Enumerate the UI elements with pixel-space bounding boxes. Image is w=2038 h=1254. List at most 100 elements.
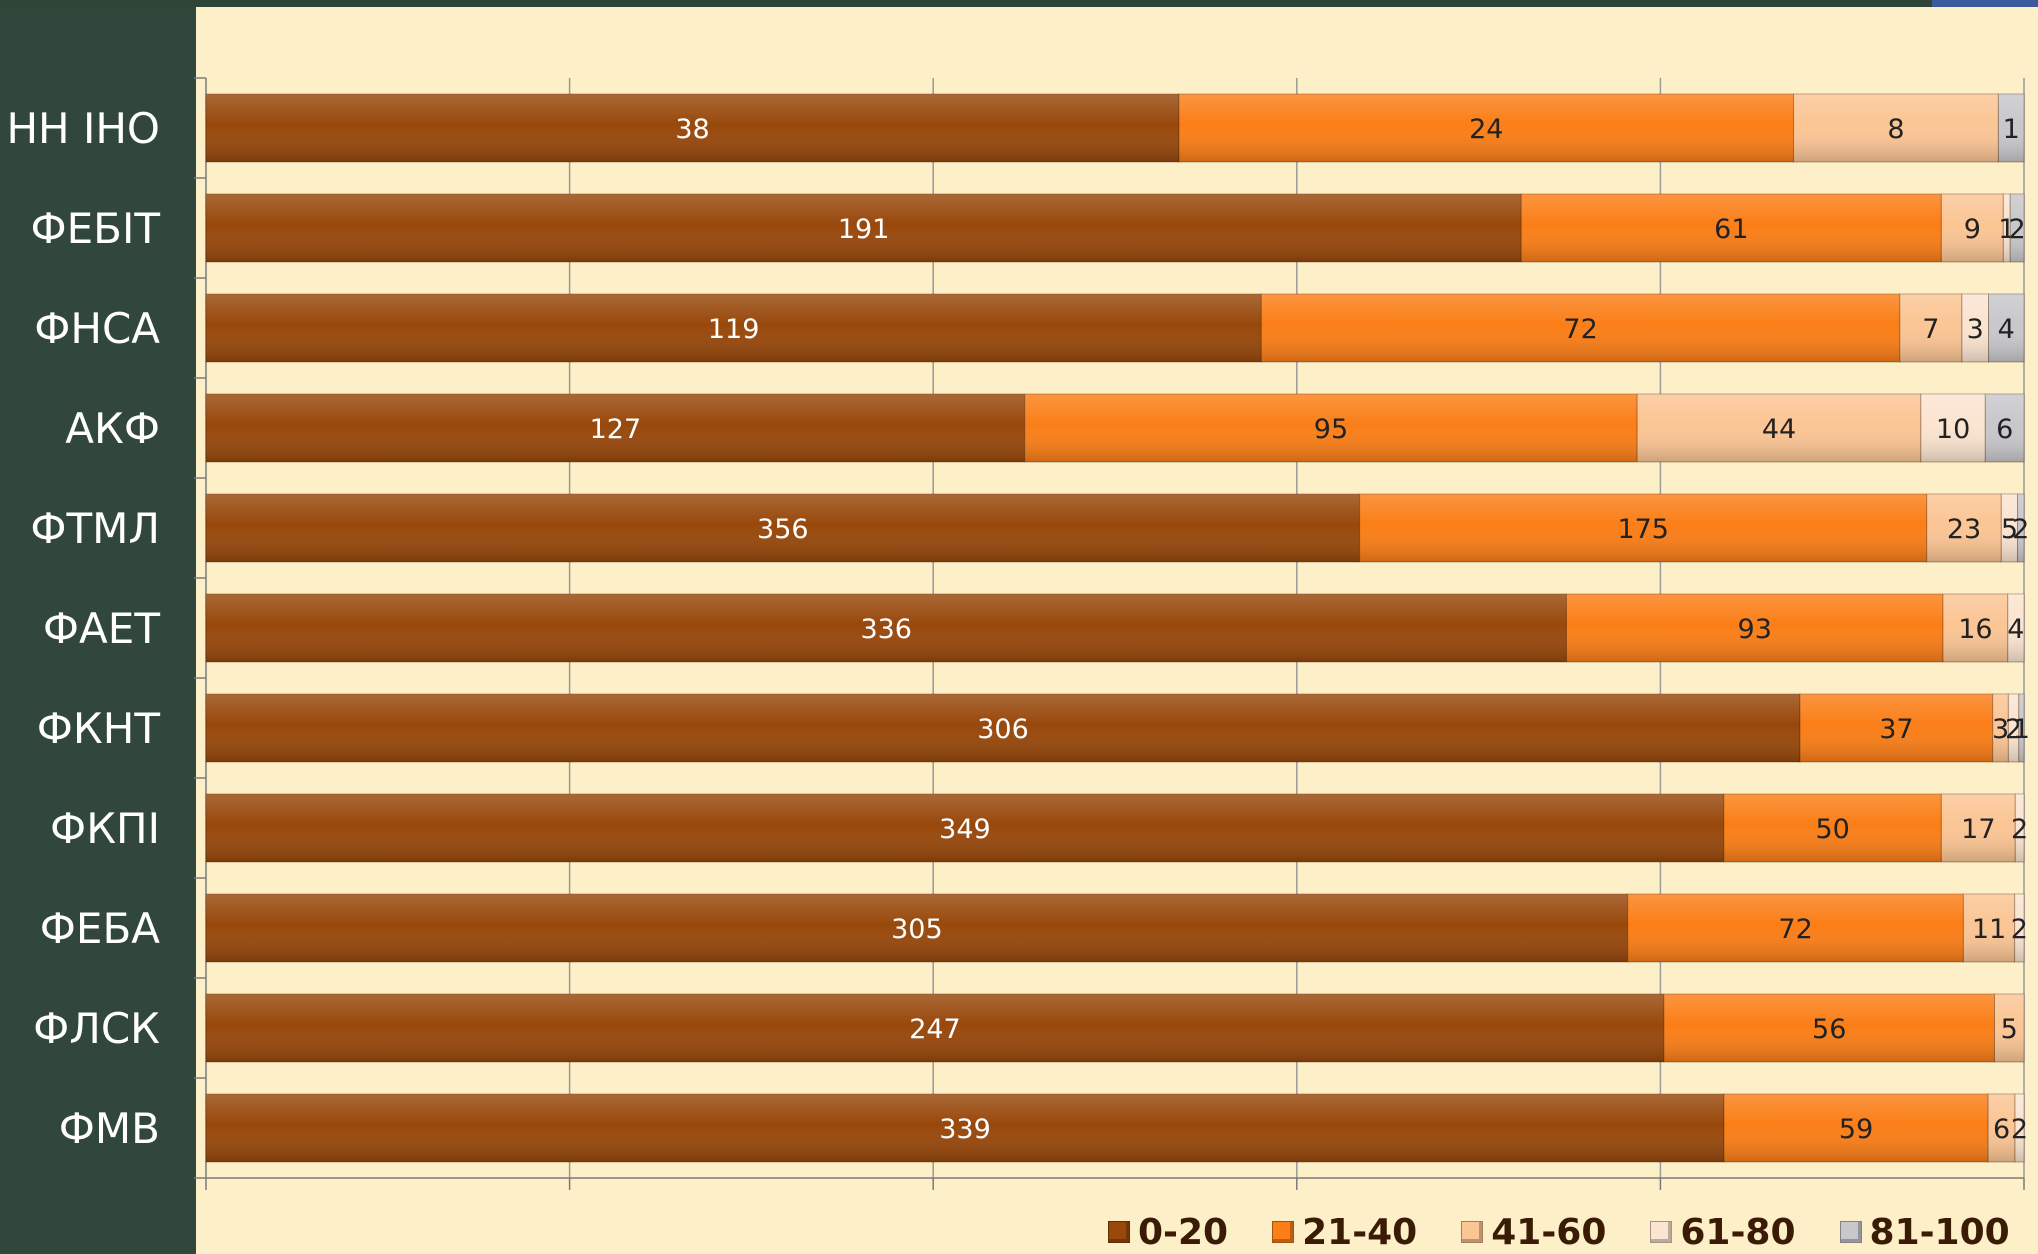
- bar-shade: [1961, 294, 1989, 362]
- category-label: ФМВ: [59, 1104, 160, 1153]
- category-label: ФЕБІТ: [30, 204, 160, 253]
- category-label: ФКНТ: [37, 704, 161, 753]
- data-label: 2: [2011, 1114, 2028, 1145]
- legend-label: 0-20: [1138, 1211, 1229, 1253]
- category-label: ФНСА: [34, 304, 160, 353]
- bar-shade: [206, 994, 1664, 1062]
- data-label: 2: [2011, 914, 2028, 945]
- bar-shade: [2001, 494, 2018, 562]
- bar-shade: [206, 594, 1567, 662]
- bar-shade: [1899, 294, 1962, 362]
- bar-shade: [1943, 594, 2008, 662]
- data-label: 10: [1936, 414, 1970, 445]
- data-label: 247: [909, 1014, 961, 1045]
- legend-label: 41-60: [1491, 1211, 1607, 1253]
- category-label: НН ІНО: [6, 104, 160, 153]
- bar-shade: [1179, 94, 1794, 162]
- legend-swatch: [1272, 1221, 1295, 1243]
- bar-shade: [1988, 294, 2024, 362]
- legend: 0-20 21-40 41-60 61-80 81-100: [1108, 1212, 2010, 1253]
- category-labels: НН ІНО ФЕБІТ ФНСА АКФ ФТМЛ ФАЕТ ФКНТ ФКПІ ФЕБА ФЛ…: [6, 104, 160, 1153]
- top-bar: [0, 0, 2038, 7]
- data-label: 7: [1922, 314, 1939, 345]
- data-label: 3: [1992, 714, 2009, 745]
- data-label: 339: [939, 1114, 991, 1145]
- data-label: 305: [891, 914, 943, 945]
- data-label: 5: [2001, 514, 2018, 545]
- bar-shade: [1800, 694, 1993, 762]
- legend-item: 21-40: [1272, 1212, 1417, 1253]
- left-panel: [0, 0, 196, 1254]
- bar-shade: [2017, 494, 2024, 562]
- legend-item: 81-100: [1839, 1212, 2010, 1253]
- corner-mark: [1932, 0, 2038, 10]
- bar-shade: [1793, 94, 1999, 162]
- bar-shade: [1723, 1094, 1989, 1162]
- category-label: ФАЕТ: [43, 604, 160, 653]
- data-label: 4: [1998, 314, 2015, 345]
- legend-swatch: [1839, 1221, 1862, 1243]
- bar-shade: [1941, 194, 2004, 262]
- bar-shade: [1024, 394, 1638, 462]
- legend-swatch: [1650, 1221, 1673, 1243]
- data-label: 8: [1887, 114, 1904, 145]
- data-label: 2: [2005, 714, 2022, 745]
- data-label: 16: [1958, 614, 1992, 645]
- bar-shade: [2010, 194, 2024, 262]
- data-label: 44: [1762, 414, 1796, 445]
- legend-label: 21-40: [1302, 1211, 1418, 1253]
- data-label: 11: [1972, 914, 2006, 945]
- data-label: 50: [1815, 814, 1849, 845]
- bar-shade: [206, 394, 1025, 462]
- category-label: ФЛСК: [33, 1004, 160, 1053]
- bar-shade: [1963, 894, 2015, 962]
- bar-shade: [206, 294, 1262, 362]
- legend-swatch: [1108, 1221, 1130, 1243]
- bar-shade: [1998, 94, 2024, 162]
- data-label: 349: [939, 814, 991, 845]
- bar-shade: [1920, 394, 1986, 462]
- category-label: ФЕБА: [40, 904, 161, 953]
- data-label: 2: [2009, 214, 2026, 245]
- data-label: 119: [708, 314, 760, 345]
- bar-shade: [206, 94, 1180, 162]
- data-label: 175: [1617, 514, 1669, 545]
- bar-shade: [206, 494, 1360, 562]
- bar-shade: [206, 194, 1522, 262]
- data-label: 95: [1314, 414, 1348, 445]
- bar-shade: [1261, 294, 1900, 362]
- data-label: 17: [1961, 814, 1995, 845]
- legend-item: 61-80: [1650, 1212, 1796, 1253]
- bar-shade: [1359, 494, 1927, 562]
- bar-shade: [2003, 194, 2011, 262]
- legend-item: 41-60: [1461, 1212, 1606, 1253]
- bar-shade: [1637, 394, 1921, 462]
- data-label: 23: [1947, 514, 1981, 545]
- bar-shade: [2015, 794, 2024, 862]
- data-label: 6: [1996, 414, 2013, 445]
- data-label: 93: [1738, 614, 1772, 645]
- legend-item: 0-20: [1108, 1212, 1228, 1253]
- data-label: 4: [2007, 614, 2024, 645]
- bar-shade: [206, 794, 1724, 862]
- bar-shade: [2015, 1094, 2024, 1162]
- category-label: ФКПІ: [50, 804, 160, 853]
- bar-shade: [1627, 894, 1964, 962]
- data-label: 24: [1469, 114, 1503, 145]
- bar-shade: [1994, 994, 2024, 1062]
- bar-shade: [1521, 194, 1942, 262]
- data-label: 38: [675, 114, 709, 145]
- data-label: 37: [1879, 714, 1913, 745]
- data-label: 72: [1563, 314, 1597, 345]
- data-label: 5: [2001, 1014, 2018, 1045]
- bar-shade: [1926, 494, 2002, 562]
- data-label: 56: [1812, 1014, 1846, 1045]
- bar-shade: [1992, 694, 2009, 762]
- bar-shade: [2008, 694, 2019, 762]
- data-label: 306: [977, 714, 1029, 745]
- data-label: 2: [2012, 514, 2029, 545]
- data-label: 191: [838, 214, 890, 245]
- bar-shade: [1985, 394, 2024, 462]
- bar-shade: [1566, 594, 1944, 662]
